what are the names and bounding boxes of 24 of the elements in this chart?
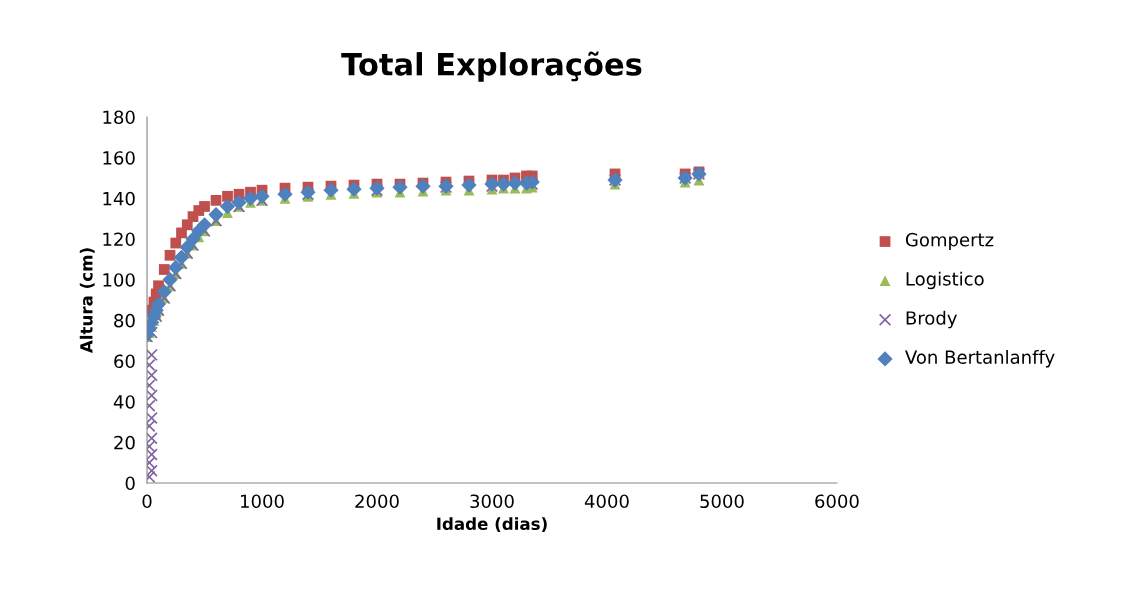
y-tick-label: 160 (103, 151, 135, 165)
x-tick-label: 5000 (700, 494, 744, 509)
x-tick-label: 3000 (470, 494, 514, 509)
x-tick-label: 4000 (584, 494, 629, 509)
x-axis-title: Idade (dias) (437, 517, 547, 532)
x-tick-label: 0 (142, 494, 152, 509)
x-tick-label: 2000 (355, 494, 399, 509)
x-tick-label: 1000 (241, 494, 284, 509)
y-tick-label: 120 (103, 232, 135, 247)
y-tick-label: 140 (103, 191, 135, 206)
y-tick-label: 40 (113, 395, 135, 409)
legend-label: Brody (906, 310, 957, 329)
x-tick-label: 6000 (815, 494, 859, 509)
y-tick-label: 180 (103, 110, 135, 125)
chart-title: Total Explorações (341, 51, 642, 82)
legend-label: Gompertz (905, 232, 994, 251)
legend-label: Logistico (906, 271, 984, 290)
y-tick-label: 20 (114, 435, 135, 450)
y-tick-label: 0 (125, 476, 135, 491)
y-axis-title: Altura (cm) (79, 248, 95, 354)
legend-label: Von Bertanlanffy (905, 349, 1055, 368)
y-tick-label: 60 (114, 354, 135, 369)
y-tick-label: 100 (103, 273, 135, 287)
y-tick-label: 80 (114, 313, 135, 328)
